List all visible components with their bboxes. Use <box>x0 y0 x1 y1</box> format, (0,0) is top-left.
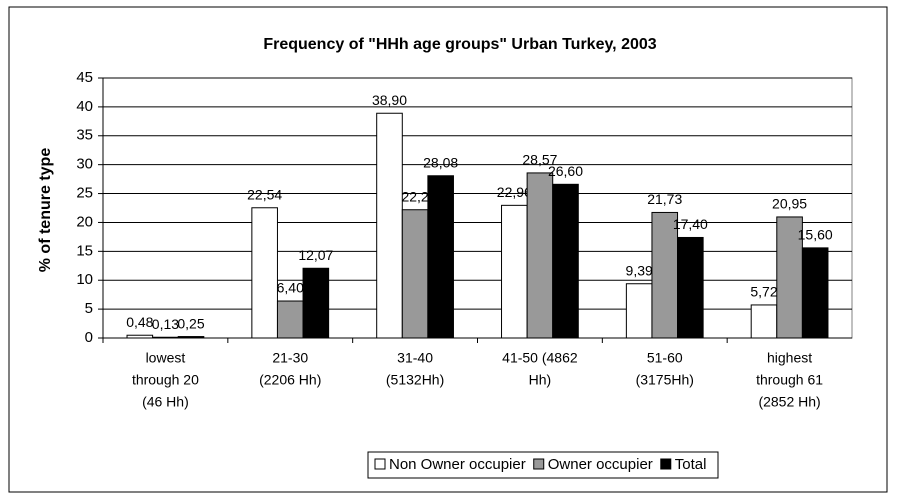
value-label: 22,54 <box>247 186 282 202</box>
y-tick-label: 15 <box>76 242 93 259</box>
bar <box>552 183 579 339</box>
value-label: 28,08 <box>423 154 458 170</box>
x-tick-label: lowest <box>146 350 186 366</box>
y-tick-label: 0 <box>85 329 93 346</box>
bar <box>302 267 330 339</box>
legend-swatch <box>660 458 672 470</box>
plot-area <box>102 77 853 339</box>
legend-label: Non Owner occupier <box>389 456 526 473</box>
bar <box>776 216 803 339</box>
value-label: 0,13 <box>152 316 179 332</box>
value-label: 28,57 <box>522 152 557 168</box>
y-tick-label: 25 <box>76 185 93 202</box>
value-label: 15,60 <box>798 227 833 243</box>
value-label: 26,60 <box>548 163 583 179</box>
x-tick-label: highest <box>767 350 812 366</box>
bar <box>750 304 778 339</box>
bar <box>376 112 403 339</box>
x-tick-label: (46 Hh) <box>142 394 189 410</box>
x-tick-label: 51-60 <box>647 350 683 366</box>
x-tick-label: through 61 <box>756 372 823 388</box>
legend-swatch <box>374 458 386 470</box>
x-tick-label: Hh) <box>529 372 552 388</box>
y-axis-label: % of tenure type <box>37 148 54 273</box>
legend-label: Owner occupier <box>548 456 653 473</box>
y-tick-label: 20 <box>76 213 93 230</box>
bar <box>801 247 829 339</box>
y-tick-label: 35 <box>76 127 93 144</box>
y-tick-label: 45 <box>76 69 93 86</box>
legend-label: Total <box>675 456 707 473</box>
x-tick-label: 31-40 <box>397 350 433 366</box>
value-label: 38,90 <box>372 92 407 108</box>
y-tick-label: 5 <box>85 300 93 317</box>
y-tick-label: 10 <box>76 271 93 288</box>
value-label: 12,07 <box>298 247 333 263</box>
x-tick-label: (5132Hh) <box>386 372 444 388</box>
legend-swatch <box>533 458 545 470</box>
x-tick-label: through 20 <box>132 372 199 388</box>
bar <box>625 283 653 339</box>
value-label: 0,48 <box>126 314 153 330</box>
value-label: 6,40 <box>277 280 304 296</box>
value-label: 17,40 <box>673 216 708 232</box>
value-label: 9,39 <box>626 262 653 278</box>
chart-title: Frequency of "HHh age groups" Urban Turk… <box>263 36 656 53</box>
x-tick-label: 21-30 <box>272 350 308 366</box>
bar <box>401 209 429 339</box>
x-tick-label: (2206 Hh) <box>259 372 321 388</box>
bar <box>651 211 679 339</box>
value-label: 0,25 <box>177 315 204 331</box>
bar <box>276 300 304 339</box>
y-tick-label: 40 <box>76 98 93 115</box>
bar <box>427 175 454 339</box>
value-label: 20,95 <box>772 196 807 212</box>
x-tick-label: (3175Hh) <box>636 372 694 388</box>
x-tick-label: 41-50 (4862 <box>502 350 578 366</box>
x-tick-label: (2852 Hh) <box>758 394 820 410</box>
bar <box>677 236 704 339</box>
value-label: 21,73 <box>647 191 682 207</box>
bar <box>501 204 528 339</box>
value-label: 22,2 <box>401 188 428 204</box>
y-tick-label: 30 <box>76 156 93 173</box>
value-label: 5,72 <box>750 284 777 300</box>
bar <box>251 207 278 339</box>
value-label: 22,96 <box>497 184 532 200</box>
bar <box>526 172 554 339</box>
